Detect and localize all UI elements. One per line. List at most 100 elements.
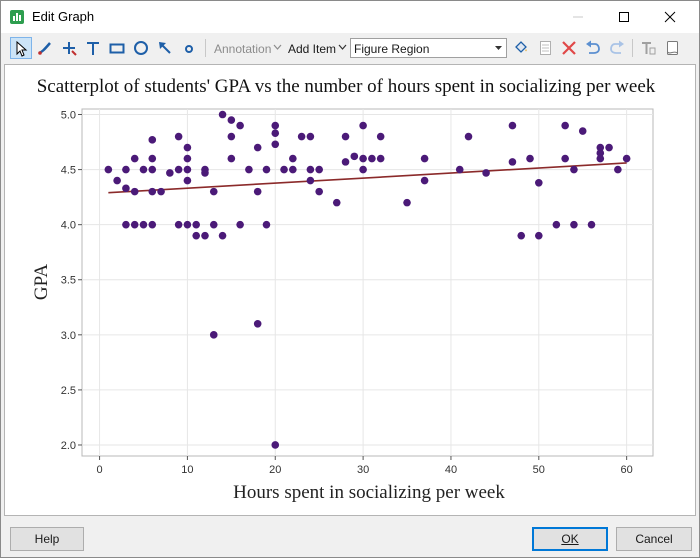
data-point [148, 220, 157, 229]
data-point [570, 220, 578, 229]
crosshair-tool-button[interactable] [58, 37, 80, 59]
delete-button[interactable] [558, 37, 580, 59]
y-tick-label: 3.5 [61, 275, 76, 287]
y-axis-ticks: 2.0 2.5 3.0 3.5 4.0 4.5 5.0 [61, 110, 82, 452]
redo-button[interactable] [606, 37, 628, 59]
page-button[interactable] [661, 37, 683, 59]
data-point [455, 165, 464, 174]
data-point [253, 143, 262, 152]
delete-icon [562, 41, 576, 55]
data-point [227, 154, 236, 163]
x-tick-label: 10 [181, 464, 193, 476]
help-button[interactable]: Help [10, 527, 84, 551]
data-point [420, 176, 429, 185]
data-point [148, 136, 157, 144]
minimize-icon [573, 16, 583, 18]
fill-color-button[interactable] [510, 37, 532, 59]
data-point [209, 331, 218, 339]
data-point [420, 154, 429, 163]
data-point [218, 231, 227, 240]
y-tick-label: 2.0 [61, 440, 76, 452]
data-point [209, 220, 218, 229]
close-button[interactable] [647, 1, 693, 33]
data-point [139, 165, 148, 174]
data-point [113, 176, 121, 185]
data-point [130, 154, 139, 163]
region-chevron-down-icon [495, 46, 502, 50]
undo-button[interactable] [582, 37, 604, 59]
data-point [306, 165, 315, 174]
data-point [227, 116, 236, 124]
scatter-chart[interactable]: Scatterplot of students' GPA vs the numb… [5, 65, 695, 515]
ellipse-tool-button[interactable] [130, 37, 152, 59]
figure-region[interactable]: Scatterplot of students' GPA vs the numb… [4, 64, 696, 516]
toolbar-separator [205, 39, 206, 57]
arrow-tool-button[interactable] [154, 37, 176, 59]
data-point [332, 198, 341, 207]
properties-button[interactable] [534, 37, 556, 59]
redo-icon [610, 40, 624, 54]
text-icon [87, 42, 99, 55]
cancel-button[interactable]: Cancel [616, 527, 692, 551]
font-button[interactable] [637, 37, 659, 59]
data-point [403, 198, 411, 207]
data-point [130, 187, 139, 196]
data-point [570, 165, 578, 174]
data-point [148, 187, 157, 196]
data-point [262, 165, 271, 174]
data-point [174, 220, 183, 229]
add-item-menu[interactable]: Add Item [288, 42, 337, 56]
data-point [614, 165, 622, 174]
text-tool-button[interactable] [82, 37, 104, 59]
y-axis-label: GPA [31, 264, 52, 301]
paint-bucket-icon [515, 41, 527, 53]
data-point [596, 149, 605, 157]
y-tick-label: 3.0 [61, 330, 76, 342]
data-point [359, 121, 367, 130]
select-tool-button[interactable] [10, 37, 32, 59]
data-point [622, 154, 631, 163]
data-point [297, 132, 306, 141]
ok-button[interactable]: OK [532, 527, 608, 551]
dot-tool-button[interactable] [178, 37, 200, 59]
maximize-button[interactable] [601, 1, 647, 33]
y-tick-label: 5.0 [61, 110, 76, 122]
data-point [596, 154, 605, 163]
pen-tool-button[interactable] [34, 37, 56, 59]
x-axis-label: Hours spent in socializing per week [233, 482, 505, 503]
data-point [306, 176, 315, 185]
data-point [306, 132, 315, 141]
annotation-chevron-down-icon [273, 44, 282, 50]
data-points [104, 110, 631, 449]
add-item-chevron-down-icon [338, 44, 347, 50]
toolbar-separator [632, 39, 633, 57]
properties-icon [540, 41, 551, 55]
chart-app-icon [10, 10, 24, 24]
rectangle-tool-button[interactable] [106, 37, 128, 59]
data-point [535, 231, 543, 240]
region-select[interactable]: Figure Region [350, 38, 507, 58]
data-point [359, 154, 367, 163]
data-point [368, 154, 376, 163]
data-point [201, 169, 209, 177]
data-point [341, 158, 350, 166]
data-point [482, 169, 490, 177]
data-point [236, 220, 244, 229]
data-point [561, 121, 569, 130]
data-point [526, 154, 534, 163]
data-point [148, 154, 157, 163]
data-point [157, 187, 165, 196]
minimize-button[interactable] [555, 1, 601, 33]
data-point [183, 143, 192, 152]
data-point [271, 140, 280, 149]
data-point [183, 165, 192, 174]
region-select-value: Figure Region [354, 42, 430, 56]
x-tick-label: 60 [621, 464, 633, 476]
dot-icon [185, 45, 193, 53]
data-point [280, 165, 288, 174]
annotation-menu[interactable]: Annotation [214, 42, 272, 56]
y-tick-label: 4.0 [61, 220, 76, 232]
data-point [122, 165, 130, 174]
data-point [508, 158, 517, 166]
data-point [253, 320, 262, 328]
